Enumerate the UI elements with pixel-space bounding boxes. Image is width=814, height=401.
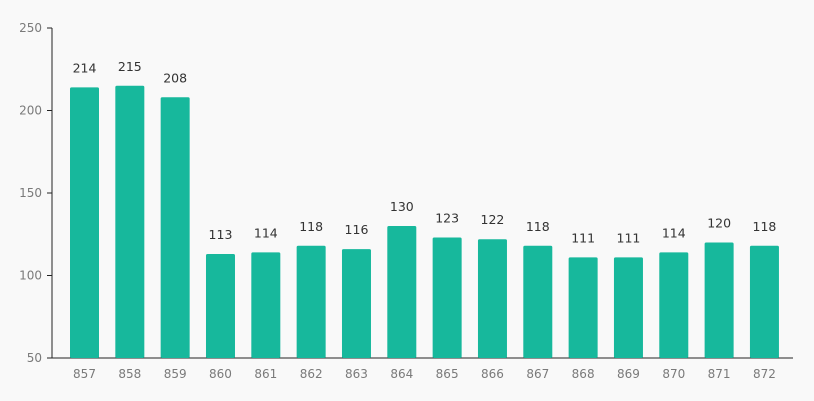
data-label-859: 208 [163, 70, 187, 85]
y-tick-label: 50 [27, 351, 42, 365]
y-axis: 50 100 150 200 250 [19, 21, 53, 365]
bar-859 [160, 97, 190, 359]
x-tick-label: 858 [118, 367, 141, 381]
bar-863 [341, 249, 371, 358]
data-label-860: 113 [209, 227, 233, 242]
data-label-863: 116 [345, 222, 369, 237]
x-tick-label: 862 [300, 367, 323, 381]
x-tick-label: 869 [617, 367, 640, 381]
x-tick-label: 870 [662, 367, 685, 381]
data-label-871: 120 [707, 216, 731, 231]
data-label-866: 122 [481, 212, 505, 227]
bar-858 [115, 85, 145, 358]
x-tick-label: 861 [254, 367, 277, 381]
y-tick-label: 100 [19, 269, 42, 283]
x-tick-label: 872 [753, 367, 776, 381]
x-tick-label: 864 [390, 367, 413, 381]
x-tick-label: 859 [164, 367, 187, 381]
data-label-865: 123 [435, 211, 459, 226]
bar-857 [70, 87, 99, 359]
bar-869 [613, 257, 643, 358]
bar-870 [659, 252, 689, 358]
x-tick-label: 868 [572, 367, 595, 381]
bar-861 [251, 252, 281, 358]
bar-871 [704, 242, 734, 358]
x-tick-label: 866 [481, 367, 504, 381]
x-tick-label: 860 [209, 367, 232, 381]
data-label-858: 215 [118, 59, 142, 74]
data-label-864: 130 [390, 199, 414, 214]
x-tick-label: 863 [345, 367, 368, 381]
data-label-857: 214 [73, 60, 97, 75]
data-label-868: 111 [571, 230, 595, 245]
data-label-867: 118 [526, 219, 550, 234]
y-tick-label: 250 [19, 21, 42, 35]
data-label-862: 118 [299, 219, 323, 234]
bar-867 [523, 245, 553, 358]
y-tick-label: 150 [19, 186, 42, 200]
bar-872 [749, 245, 779, 358]
x-tick-label: 871 [708, 367, 731, 381]
x-tick-label: 867 [526, 367, 549, 381]
bar-865 [432, 237, 462, 358]
bar-864 [387, 226, 417, 358]
data-label-869: 111 [617, 230, 641, 245]
data-label-872: 118 [753, 219, 777, 234]
data-label-870: 114 [662, 225, 686, 240]
bar-860 [205, 254, 235, 358]
x-tick-label: 865 [436, 367, 459, 381]
bar-866 [477, 239, 507, 358]
bar-862 [296, 245, 326, 358]
bar-868 [568, 257, 598, 358]
x-axis: 857 858 859 860 861 862 863 864 865 866 867 868 869 8… [52, 357, 793, 381]
bars [70, 85, 779, 359]
data-label-861: 114 [254, 225, 278, 240]
x-tick-label: 857 [73, 367, 96, 381]
data-labels: 214 215 208 113 114 118 116 130 123 122 118 111 111 1… [73, 59, 777, 246]
y-tick-label: 200 [19, 104, 42, 118]
